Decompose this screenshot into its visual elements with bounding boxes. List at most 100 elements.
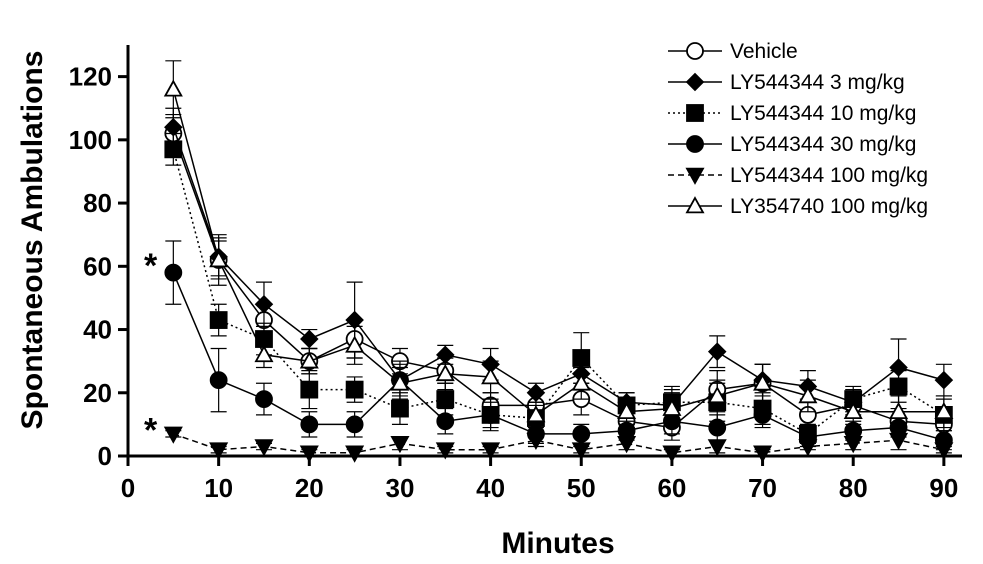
data-point xyxy=(164,263,183,282)
data-point xyxy=(753,445,773,463)
x-tick-label: 70 xyxy=(748,473,777,503)
y-tick-label: 100 xyxy=(69,125,112,155)
legend-item: LY354740 100 mg/kg xyxy=(668,195,928,218)
data-point xyxy=(299,351,319,369)
legend-label: LY544344 100 mg/kg xyxy=(730,164,928,187)
markers xyxy=(164,263,953,450)
data-point xyxy=(934,370,954,390)
y-axis-title: Spontaneous Ambulations xyxy=(16,51,49,430)
series-line xyxy=(172,126,945,407)
data-point xyxy=(163,79,183,97)
data-point xyxy=(617,436,637,454)
significance-asterisk: * xyxy=(144,247,158,285)
data-point xyxy=(481,442,501,460)
error-bars xyxy=(165,240,952,451)
legend-label: LY544344 30 mg/kg xyxy=(730,133,916,156)
legend-label: Vehicle xyxy=(730,40,798,63)
legend-item: LY544344 100 mg/kg xyxy=(668,164,928,187)
series-5 xyxy=(163,426,954,463)
data-point xyxy=(345,415,364,434)
series-6 xyxy=(163,60,954,429)
data-point xyxy=(254,439,274,457)
legend-item: LY544344 3 mg/kg xyxy=(668,71,905,94)
legend-marker xyxy=(685,196,705,214)
x-tick-label: 40 xyxy=(476,473,505,503)
y-tick-label: 80 xyxy=(83,188,112,218)
x-axis-title: Minutes xyxy=(501,527,614,559)
legend-item: Vehicle xyxy=(668,40,798,63)
data-point xyxy=(843,436,863,454)
data-point xyxy=(209,250,229,268)
legend-marker xyxy=(685,167,705,185)
data-point xyxy=(300,329,319,349)
series-4 xyxy=(164,240,953,451)
data-point xyxy=(345,335,365,353)
data-point xyxy=(662,398,682,416)
legend-label: LY544344 3 mg/kg xyxy=(730,71,905,94)
data-point xyxy=(164,140,183,159)
data-point xyxy=(708,418,727,437)
data-point xyxy=(391,399,409,418)
data-point xyxy=(345,310,364,330)
data-point xyxy=(617,401,637,420)
data-point xyxy=(526,405,546,423)
data-point xyxy=(934,401,954,420)
y-tick-label: 20 xyxy=(83,378,112,408)
data-point xyxy=(889,401,909,420)
data-point xyxy=(707,386,727,404)
data-point xyxy=(254,294,274,314)
data-point xyxy=(572,349,591,367)
data-point xyxy=(436,390,455,408)
data-point xyxy=(526,432,546,451)
data-point xyxy=(571,442,591,460)
legend-item: LY544344 10 mg/kg xyxy=(668,102,916,125)
data-point xyxy=(707,439,727,457)
data-point xyxy=(300,415,319,434)
series-line xyxy=(172,89,944,416)
legend-marker xyxy=(686,135,704,153)
legend-label: LY544344 10 mg/kg xyxy=(730,102,916,125)
data-point xyxy=(707,342,727,361)
data-point xyxy=(299,445,319,463)
series-line xyxy=(172,149,945,435)
markers xyxy=(163,426,954,463)
data-point xyxy=(435,363,455,382)
y-tick-label: 0 xyxy=(98,441,112,471)
markers xyxy=(163,79,954,423)
data-point xyxy=(798,439,818,457)
legend: Vehicle LY544344 3 mg/kg LY544344 10 mg/kg… xyxy=(668,40,928,218)
data-point xyxy=(662,445,682,463)
series-line xyxy=(173,433,945,454)
x-tick-label: 0 xyxy=(121,473,135,503)
y-tick-label: 60 xyxy=(83,251,112,281)
y-tick-label: 40 xyxy=(83,315,112,345)
data-point xyxy=(571,373,591,391)
y-tick-label: 120 xyxy=(69,62,112,92)
data-point xyxy=(209,311,228,329)
series-layer: ** xyxy=(144,60,954,463)
legend-marker xyxy=(686,42,704,60)
data-point xyxy=(209,371,228,390)
data-point xyxy=(345,380,364,399)
series-line xyxy=(172,272,945,441)
data-point xyxy=(481,405,500,424)
axes: 0 20 40 60 80 100 120 0 10 20 30 40 50 60 70 80 90 xyxy=(69,45,962,503)
data-point xyxy=(526,383,546,403)
x-tick-label: 30 xyxy=(385,473,414,503)
x-tick-label: 90 xyxy=(929,473,958,503)
data-point xyxy=(889,377,908,396)
data-point xyxy=(889,432,909,451)
data-point xyxy=(436,412,455,431)
data-point xyxy=(254,344,274,363)
data-point xyxy=(753,373,773,391)
data-point xyxy=(572,424,591,443)
legend-label: LY354740 100 mg/kg xyxy=(730,195,928,218)
data-point xyxy=(345,445,365,463)
data-point xyxy=(435,442,455,460)
significance-asterisk: * xyxy=(144,412,158,450)
data-point xyxy=(798,386,818,404)
data-point xyxy=(300,380,319,399)
x-tick-label: 50 xyxy=(567,473,596,503)
